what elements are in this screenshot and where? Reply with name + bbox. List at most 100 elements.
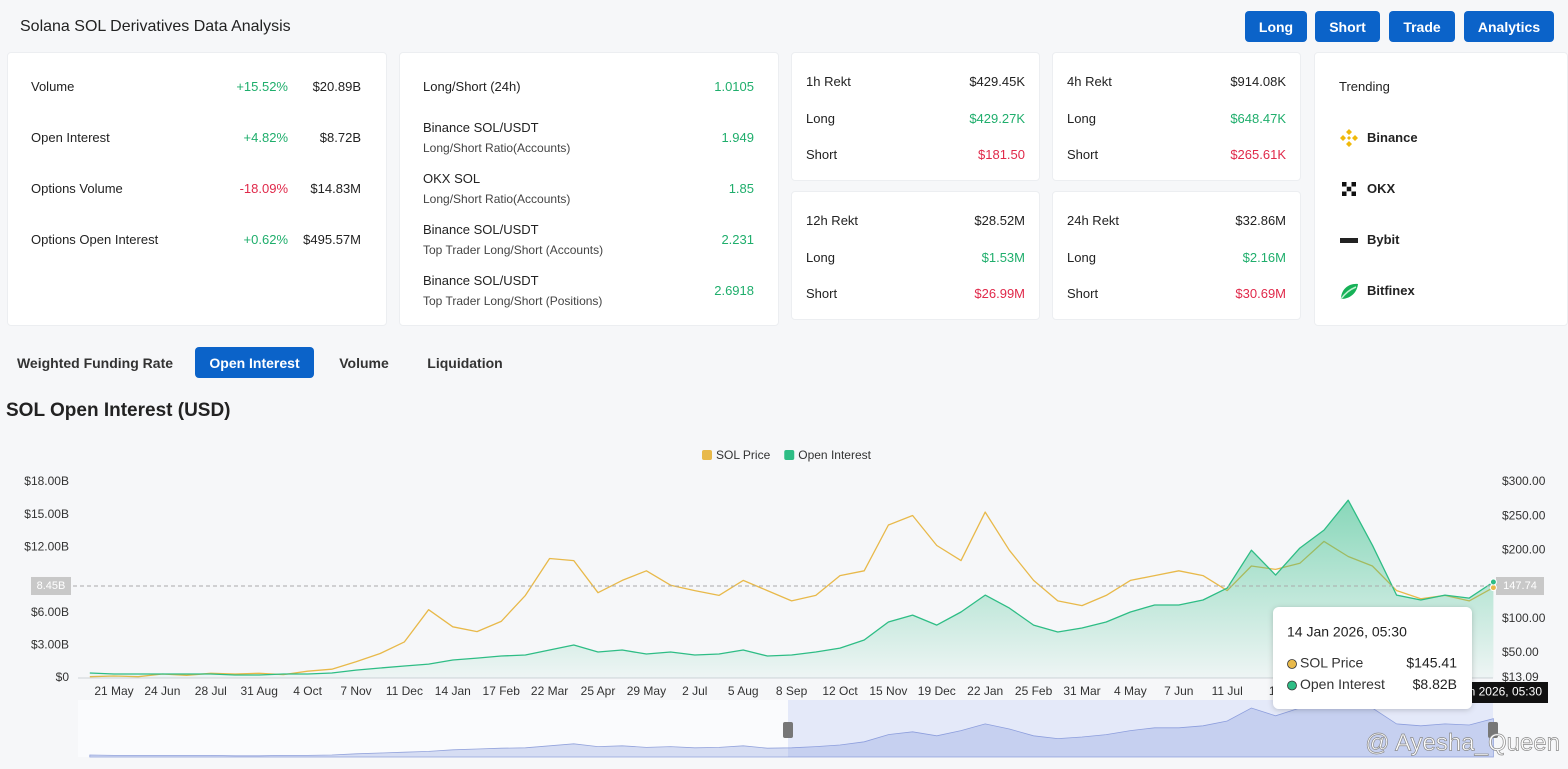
ratio-sublabel: Top Trader Long/Short (Positions): [423, 294, 603, 308]
x-tick-label: 11 Dec: [386, 684, 423, 698]
hover-dot: [1489, 578, 1497, 586]
y-tick-label: $18.00B: [24, 474, 69, 488]
hover-dot: [1489, 584, 1497, 592]
crosshair-y2-label: 147.74: [1503, 580, 1537, 592]
rekt-label: Short: [806, 147, 838, 162]
rekt-value: $1.53M: [981, 249, 1025, 265]
stat-change: +15.52%: [236, 79, 288, 94]
x-tick-label: 15 Nov: [869, 684, 907, 698]
ratio-label: Long/Short (24h): [423, 79, 521, 94]
exchange-icon: [1340, 129, 1358, 147]
stat-change: +4.82%: [243, 130, 288, 145]
rekt-card: [791, 52, 1040, 181]
tooltip-title: 14 Jan 2026, 05:30: [1287, 624, 1407, 640]
tooltip-value: $145.41: [1406, 655, 1457, 671]
x-tick-label: 31 Mar: [1063, 684, 1100, 698]
x-tick-label: 25 Apr: [581, 684, 616, 698]
rekt-value: $429.27K: [969, 110, 1025, 126]
exchange-name[interactable]: Bitfinex: [1367, 283, 1415, 298]
y-tick-label: $6.00B: [31, 605, 69, 619]
y-tick-label: $15.00B: [24, 507, 69, 521]
rekt-label: 1h Rekt: [806, 74, 851, 89]
rekt-label: Long: [1067, 110, 1096, 126]
tab[interactable]: Volume: [339, 354, 389, 371]
x-tick-label: 7 Nov: [340, 684, 371, 698]
series-line: [89, 499, 1494, 676]
tooltip-box: [1273, 607, 1472, 709]
rekt-label: 12h Rekt: [806, 213, 859, 228]
exchange-name[interactable]: Bybit: [1367, 232, 1400, 247]
tooltip-name: SOL Price: [1300, 655, 1363, 671]
stat-change: +0.62%: [243, 232, 288, 247]
rekt-label: Long: [806, 249, 835, 265]
y2-tick-label: $100.00: [1502, 611, 1546, 625]
stat-label: Open Interest: [31, 130, 110, 145]
rekt-value: $2.16M: [1242, 249, 1286, 265]
ratio-value: 2.6918: [714, 283, 754, 298]
rekt-value: $26.99M: [974, 286, 1025, 301]
ratio-card: [399, 52, 779, 326]
exchange-name[interactable]: Binance: [1367, 130, 1418, 145]
x-tick-label: 7 Jun: [1164, 684, 1193, 698]
ratio-value: 1.85: [728, 181, 754, 196]
stat-value: $14.83M: [310, 181, 361, 196]
tab[interactable]: Liquidation: [427, 354, 503, 371]
y2-tick-label: $250.00: [1502, 508, 1546, 522]
summary-card: [7, 52, 387, 326]
tab[interactable]: Weighted Funding Rate: [16, 354, 174, 371]
y-tick-label: $0: [56, 670, 70, 684]
x-tick-label: 11 Jul: [1212, 684, 1243, 698]
x-tick-label: 28 Jul: [195, 684, 227, 698]
exchange-name[interactable]: OKX: [1367, 181, 1396, 196]
rekt-value: $265.61K: [1230, 147, 1286, 162]
ratio-label: OKX SOL: [423, 171, 481, 186]
rekt-label: Short: [806, 286, 838, 301]
stat-value: $495.57M: [303, 232, 361, 247]
rekt-card: [1052, 52, 1301, 181]
nav-button[interactable]: Analytics: [1464, 11, 1554, 42]
rekt-card: [1052, 191, 1301, 320]
stat-value: $8.72B: [319, 130, 361, 145]
rekt-label: 4h Rekt: [1067, 74, 1112, 89]
rekt-label: Long: [1067, 249, 1096, 265]
rekt-label: 24h Rekt: [1067, 213, 1120, 228]
series-area: [89, 500, 1494, 678]
rekt-card: [791, 191, 1040, 320]
crosshair-y2-box: [1496, 577, 1544, 596]
x-tick-label: 17 Feb: [483, 684, 521, 698]
chart-title: SOL Open Interest (USD): [6, 400, 231, 421]
navigator-handle: [783, 722, 793, 738]
rekt-value: $648.47K: [1230, 110, 1286, 126]
x-tick-label: 2 Jul: [682, 684, 707, 698]
ratio-label: Binance SOL/USDT: [423, 222, 539, 237]
nav-button[interactable]: Short: [1315, 11, 1380, 42]
ratio-label: Binance SOL/USDT: [423, 120, 539, 135]
exchange-icon: [1340, 238, 1358, 243]
ratio-sublabel: Long/Short Ratio(Accounts): [423, 192, 571, 206]
page-title: Solana SOL Derivatives Data Analysis: [20, 18, 291, 35]
y2-tick-label: $200.00: [1502, 542, 1546, 556]
nav-button[interactable]: Trade: [1389, 11, 1455, 42]
rekt-value: $181.50: [978, 147, 1025, 162]
crosshair-y-box: [31, 576, 71, 595]
rekt-value: $28.52M: [974, 213, 1025, 228]
tooltip-dot: [1287, 680, 1297, 691]
x-tick-label: 4 Oct: [293, 684, 322, 698]
tab[interactable]: Open Interest: [195, 347, 314, 378]
y2-tick-label: $50.00: [1502, 645, 1539, 659]
tooltip-name: Open Interest: [1300, 676, 1385, 692]
tooltip-dot: [1287, 659, 1297, 669]
stat-label: Options Volume: [31, 181, 123, 196]
rekt-label: Long: [806, 110, 835, 126]
legend-swatch: [702, 450, 712, 460]
x-tick-label: 22 Jan: [967, 684, 1003, 698]
x-tick-label: 22 Mar: [531, 684, 568, 698]
rekt-label: Short: [1067, 147, 1099, 162]
trending-title: Trending: [1339, 79, 1390, 94]
nav-button[interactable]: Long: [1245, 11, 1307, 42]
rekt-value: $429.45K: [969, 74, 1025, 89]
rekt-label: Short: [1067, 286, 1099, 301]
ratio-sublabel: Long/Short Ratio(Accounts): [423, 141, 571, 155]
ratio-sublabel: Top Trader Long/Short (Accounts): [423, 243, 604, 257]
